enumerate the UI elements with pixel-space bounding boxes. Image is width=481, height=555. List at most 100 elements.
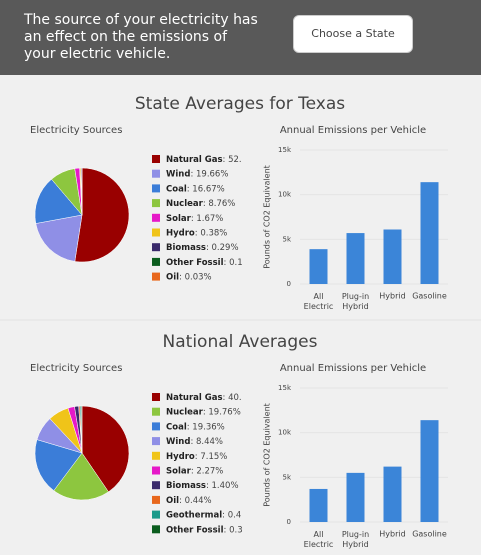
legend-value: : 0.1: [224, 257, 243, 267]
legend-entry: Wind: 8.44%: [166, 437, 223, 447]
bar: [346, 233, 365, 284]
section-title: National Averages: [163, 332, 318, 352]
legend-swatch: [152, 155, 160, 163]
legend-label: Biomass: [166, 481, 206, 491]
legend-swatch: [152, 422, 160, 431]
bar: [346, 472, 365, 522]
pie-slice: [74, 167, 130, 263]
legend-label: Solar: [166, 466, 192, 476]
x-tick-label: All Electric: [304, 292, 334, 311]
legend-value: : 0.29%: [206, 243, 239, 253]
legend-swatch: [152, 510, 160, 519]
legend-label: Biomass: [166, 243, 206, 253]
legend-entry: Nuclear: 19.76%: [166, 407, 241, 417]
legend-entry: Other Fossil: 0.3: [166, 525, 243, 535]
pie-slice: [35, 214, 83, 262]
legend-value: : 2.27%: [191, 466, 224, 476]
legend-swatch: [152, 199, 160, 208]
pie-slice: [34, 439, 83, 491]
legend-label: Other Fossil: [166, 257, 224, 267]
section-title: State Averages for Texas: [135, 94, 345, 114]
legend-label: Solar: [166, 213, 192, 223]
legend-swatch: [152, 481, 160, 490]
legend-value: : 0.38%: [195, 228, 228, 238]
y-tick-label: 0: [287, 518, 291, 526]
bar: [309, 249, 328, 284]
chart-title: Annual Emissions per Vehicle: [280, 125, 426, 136]
legend-label: Oil: [166, 272, 179, 282]
legend-value: : 40.: [223, 393, 242, 403]
legend-value: : 19.66%: [190, 169, 228, 179]
legend-label: Hydro: [166, 228, 195, 238]
choose-state-button[interactable]: Choose a State: [293, 15, 413, 53]
pie-slice: [81, 405, 130, 493]
header-text: The source of your electricity has an ef…: [24, 12, 258, 62]
legend-swatch: [152, 184, 160, 193]
bar: [383, 229, 402, 284]
legend-swatch: [152, 451, 160, 460]
legend-value: : 0.44%: [179, 495, 212, 505]
x-tick-label: All Electric: [304, 530, 334, 549]
legend-entry: Biomass: 0.29%: [166, 243, 239, 253]
legend-swatch: [152, 228, 160, 237]
legend-swatch: [152, 393, 160, 401]
legend-entry: Nuclear: 8.76%: [166, 199, 235, 209]
legend-label: Coal: [166, 184, 187, 194]
legend-entry: Coal: 19.36%: [166, 422, 225, 432]
x-tick-label: Gasoline: [412, 292, 447, 301]
legend-entry: Hydro: 7.15%: [166, 451, 227, 461]
y-tick-label: 0: [287, 280, 291, 288]
header: The source of your electricity has an ef…: [0, 0, 481, 75]
legend-entry: Geothermal: 0.4: [166, 510, 241, 520]
legend-value: : 7.15%: [195, 451, 228, 461]
legend-value: : 52.: [223, 155, 242, 165]
legend-swatch: [152, 243, 160, 252]
legend-entry: Natural Gas: 52.: [166, 155, 242, 165]
legend-swatch: [152, 495, 160, 504]
legend-label: Wind: [166, 169, 190, 179]
charts: State Averages for Texas National Averag…: [0, 94, 481, 549]
legend-value: : 0.03%: [179, 272, 212, 282]
bar: [309, 488, 328, 522]
legend-label: Oil: [166, 495, 179, 505]
pie-slice: [34, 178, 83, 224]
legend-value: : 16.67%: [187, 184, 225, 194]
legend-label: Natural Gas: [166, 155, 223, 165]
legend-value: : 8.44%: [190, 437, 223, 447]
x-tick-label: Plug-in Hybrid: [342, 292, 369, 311]
legend-swatch: [152, 257, 160, 266]
y-tick-label: 15k: [278, 384, 292, 392]
x-tick-label: Hybrid: [379, 530, 405, 539]
x-tick-label: Plug-in Hybrid: [342, 530, 369, 549]
chart-title: Annual Emissions per Vehicle: [280, 363, 426, 374]
pie-slice: [53, 452, 109, 501]
y-tick-label: 15k: [278, 146, 292, 154]
legend-entry: Oil: 0.44%: [166, 495, 212, 505]
legend-entry: Natural Gas: 40.: [166, 393, 242, 403]
legend-entry: Solar: 2.27%: [166, 466, 223, 476]
legend-swatch: [152, 169, 160, 178]
y-tick-label: 10k: [278, 191, 292, 199]
legend-value: : 1.40%: [206, 481, 239, 491]
pie-slice: [80, 405, 83, 454]
legend-label: Wind: [166, 437, 190, 447]
legend-swatch: [152, 213, 160, 222]
bar: [383, 466, 402, 522]
legend-label: Nuclear: [166, 199, 204, 209]
legend-entry: Hydro: 0.38%: [166, 228, 227, 238]
y-tick-label: 5k: [282, 235, 291, 243]
legend-entry: Oil: 0.03%: [166, 272, 212, 282]
legend-entry: Coal: 16.67%: [166, 184, 225, 194]
legend-entry: Solar: 1.67%: [166, 213, 223, 223]
legend-entry: Other Fossil: 0.1: [166, 257, 243, 267]
y-axis-label: Pounds of CO2 Equivalent: [263, 403, 272, 507]
legend-label: Coal: [166, 422, 187, 432]
chart-title: Electricity Sources: [30, 125, 122, 136]
legend-label: Natural Gas: [166, 393, 223, 403]
legend-value: : 0.3: [224, 525, 243, 535]
y-tick-label: 10k: [278, 429, 292, 437]
legend-swatch: [152, 407, 160, 416]
legend-value: : 8.76%: [203, 199, 236, 209]
legend-entry: Wind: 19.66%: [166, 169, 228, 179]
